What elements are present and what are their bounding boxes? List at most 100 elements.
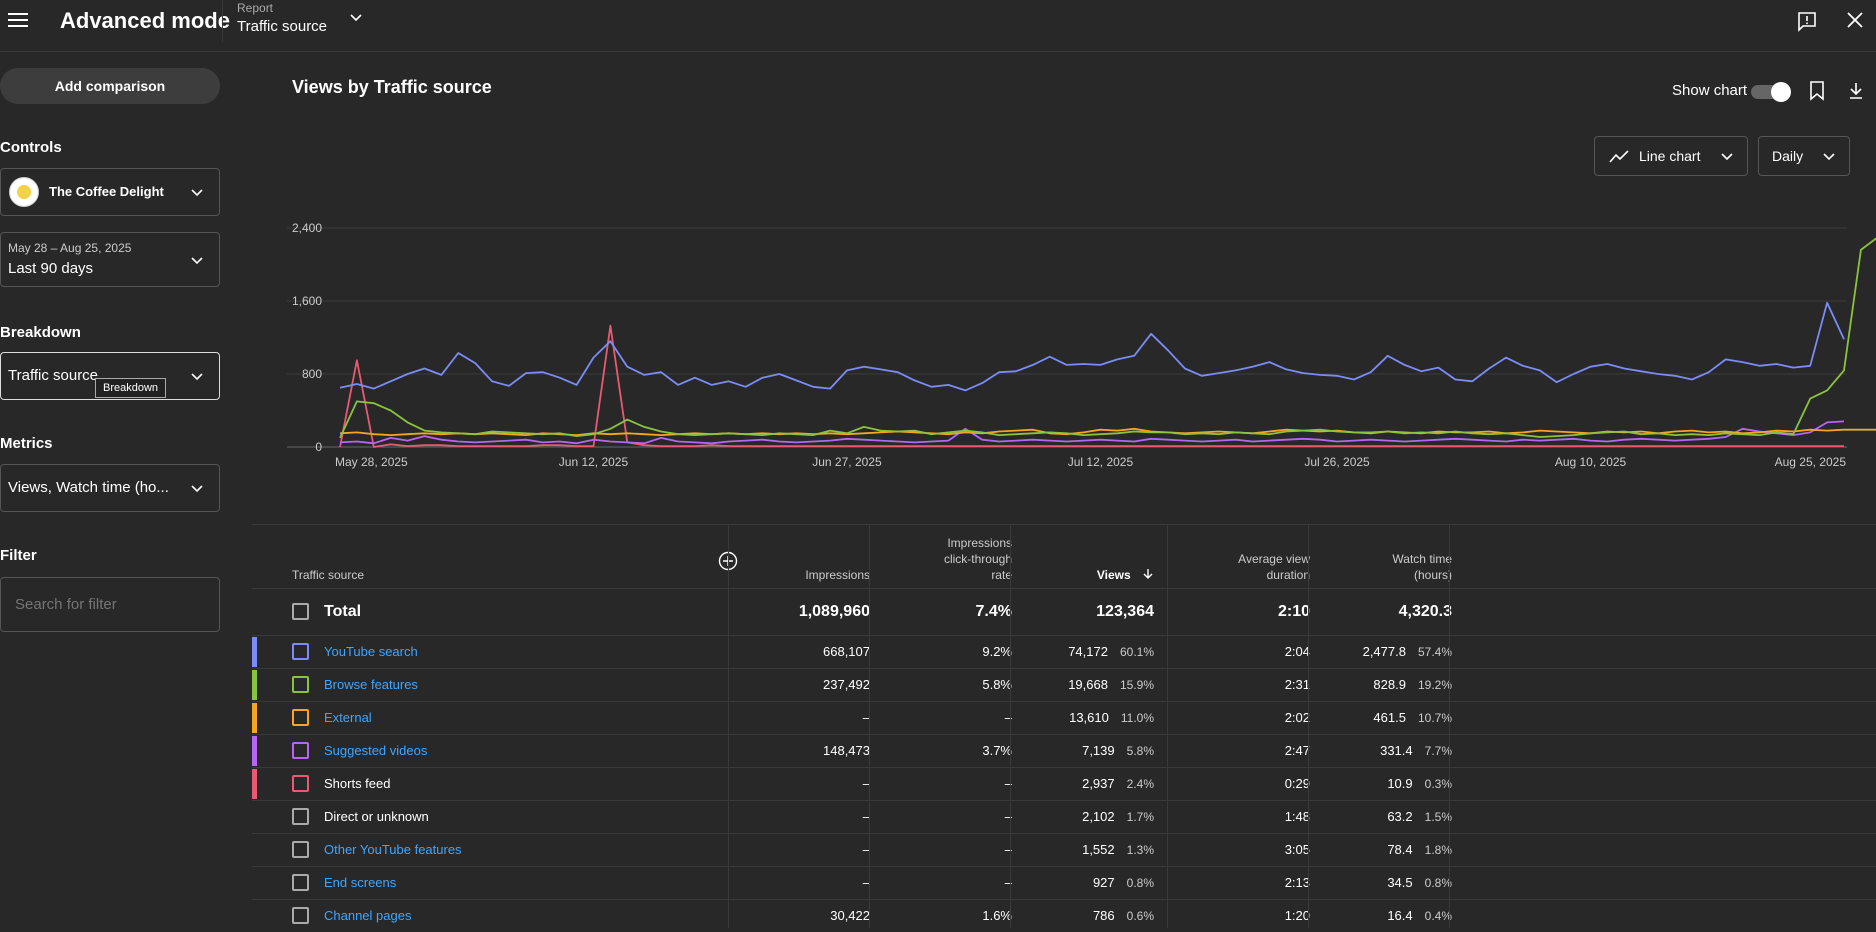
- views-value: 2,937: [1082, 776, 1115, 791]
- cell-views: 74,172 60.1%: [1068, 644, 1154, 659]
- cell-views: 13,610 11.0%: [1069, 710, 1154, 725]
- date-range-text: May 28 – Aug 25, 2025: [8, 241, 132, 255]
- watch-percent: 10.7%: [1417, 711, 1452, 725]
- watch-value: 63.2: [1387, 809, 1413, 824]
- granularity-dropdown[interactable]: Daily: [1758, 136, 1850, 176]
- row-checkbox[interactable]: [292, 907, 309, 924]
- column-divider: [1010, 524, 1011, 928]
- watch-value: 2,477.8: [1362, 644, 1406, 659]
- row-checkbox[interactable]: [292, 841, 309, 858]
- cell-views: 927 0.8%: [1093, 875, 1154, 890]
- report-label: Report: [237, 1, 274, 15]
- cell-avd: 2:13: [1284, 875, 1310, 890]
- watch-percent: 0.3%: [1424, 777, 1452, 791]
- channel-name: The Coffee Delight: [49, 184, 164, 199]
- header-ctr[interactable]: Impressions click-through rate: [944, 535, 1012, 583]
- cell-watch-time: 16.4 0.4%: [1387, 908, 1452, 923]
- cell-impressions: –: [862, 809, 870, 824]
- row-checkbox[interactable]: [292, 742, 309, 759]
- cell-ctr: –: [1004, 842, 1012, 857]
- chevron-down-icon[interactable]: [348, 10, 364, 26]
- traffic-source-name[interactable]: External: [324, 710, 372, 725]
- header-traffic-source: Traffic source: [292, 568, 365, 582]
- channel-selector[interactable]: The Coffee Delight: [0, 168, 220, 216]
- cell-views: 7,139 5.8%: [1082, 743, 1154, 758]
- cell-impressions: –: [862, 875, 870, 890]
- views-value: 1,552: [1082, 842, 1115, 857]
- traffic-source-name[interactable]: Other YouTube features: [324, 842, 462, 857]
- traffic-source-name[interactable]: End screens: [324, 875, 397, 890]
- total-watch-time: 4,320.3: [1398, 603, 1452, 620]
- report-selector[interactable]: Traffic source: [237, 18, 328, 35]
- feedback-icon[interactable]: [1796, 10, 1818, 32]
- header-impressions[interactable]: Impressions: [805, 568, 870, 582]
- show-chart-toggle[interactable]: [1751, 82, 1791, 102]
- metrics-label: Metrics: [0, 435, 53, 452]
- row-checkbox[interactable]: [292, 709, 309, 726]
- table-row: Browse features 237,492 5.8% 19,668 15.9% 2:3…: [252, 668, 1876, 701]
- row-checkbox[interactable]: [292, 808, 309, 825]
- row-checkbox[interactable]: [292, 676, 309, 693]
- series-line-youtube-search: [339, 301, 1845, 392]
- row-checkbox[interactable]: [292, 775, 309, 792]
- cell-impressions: 30,422: [830, 908, 870, 923]
- cell-views: 19,668 15.9%: [1068, 677, 1154, 692]
- total-views: 123,364: [1096, 603, 1154, 620]
- total-avd: 2:10: [1277, 603, 1310, 620]
- cell-watch-time: 461.5 10.7%: [1373, 710, 1452, 725]
- cell-ctr: 9.2%: [982, 644, 1012, 659]
- column-divider: [728, 524, 729, 928]
- traffic-source-name[interactable]: YouTube search: [324, 644, 418, 659]
- header-wt-line-2: (hours): [1413, 568, 1452, 582]
- total-label: Total: [324, 603, 362, 620]
- add-comparison-button[interactable]: Add comparison: [0, 68, 220, 104]
- x-tick-label: Aug 10, 2025: [1555, 455, 1627, 469]
- chart-type-dropdown[interactable]: Line chart: [1594, 136, 1748, 176]
- table-row: Direct or unknown – – 2,102 1.7% 1:48 63.2 1.5%: [252, 800, 1876, 833]
- bookmark-icon[interactable]: [1808, 80, 1826, 102]
- download-icon[interactable]: [1847, 80, 1865, 102]
- cell-views: 1,552 1.3%: [1082, 842, 1154, 857]
- watch-percent: 0.4%: [1424, 909, 1452, 923]
- cell-views: 2,937 2.4%: [1082, 776, 1154, 791]
- cell-avd: 1:48: [1284, 809, 1310, 824]
- row-checkbox[interactable]: [292, 874, 309, 891]
- cell-impressions: –: [862, 710, 870, 725]
- table-row: External – – 13,610 11.0% 2:02 461.5 10.7%: [252, 701, 1876, 734]
- header-wt-line-1: Watch time: [1392, 552, 1452, 566]
- watch-percent: 0.8%: [1424, 876, 1452, 890]
- date-range-selector[interactable]: May 28 – Aug 25, 2025 Last 90 days: [0, 232, 220, 287]
- total-checkbox[interactable]: [292, 603, 309, 620]
- metrics-selector[interactable]: Views, Watch time (ho...: [0, 464, 220, 512]
- cell-watch-time: 63.2 1.5%: [1387, 809, 1452, 824]
- close-icon[interactable]: [1845, 10, 1865, 30]
- cell-avd: 1:20: [1284, 908, 1310, 923]
- traffic-source-name[interactable]: Channel pages: [324, 908, 412, 923]
- cell-ctr: 5.8%: [982, 677, 1012, 692]
- cell-ctr: 3.7%: [982, 743, 1012, 758]
- line-chart: 0 800 1,600 2,400 May 28, 2025 Jun 12, 2025 Ju…: [287, 221, 1876, 469]
- traffic-source-name: Direct or unknown: [324, 809, 429, 824]
- row-checkbox[interactable]: [292, 643, 309, 660]
- table-row-total: Total 1,089,960 7.4% 123,364 2:10 4,320.…: [252, 588, 1876, 635]
- header-views[interactable]: Views: [1097, 567, 1154, 583]
- traffic-source-name[interactable]: Suggested videos: [324, 743, 428, 758]
- watch-percent: 1.8%: [1424, 843, 1452, 857]
- chevron-down-icon: [191, 189, 203, 197]
- menu-icon[interactable]: [8, 8, 32, 32]
- header-average-view-duration[interactable]: Average view duration: [1238, 551, 1310, 583]
- views-percent: 5.8%: [1126, 744, 1154, 758]
- header-avd-line-1: Average view: [1238, 552, 1310, 566]
- table-row: Suggested videos 148,473 3.7% 7,139 5.8% 2:47…: [252, 734, 1876, 767]
- header-ctr-line-3: rate: [991, 568, 1012, 582]
- breakdown-value: Traffic source: [8, 367, 99, 384]
- column-divider: [869, 524, 870, 928]
- header-watch-time[interactable]: Watch time (hours): [1392, 551, 1452, 583]
- filter-search-input[interactable]: [0, 577, 220, 632]
- cell-watch-time: 331.4 7.7%: [1380, 743, 1452, 758]
- watch-value: 331.4: [1380, 743, 1413, 758]
- y-tick-label: 2,400: [292, 221, 322, 235]
- table-row: Other YouTube features – – 1,552 1.3% 3:05 78.…: [252, 833, 1876, 866]
- views-value: 74,172: [1068, 644, 1108, 659]
- traffic-source-name[interactable]: Browse features: [324, 677, 418, 692]
